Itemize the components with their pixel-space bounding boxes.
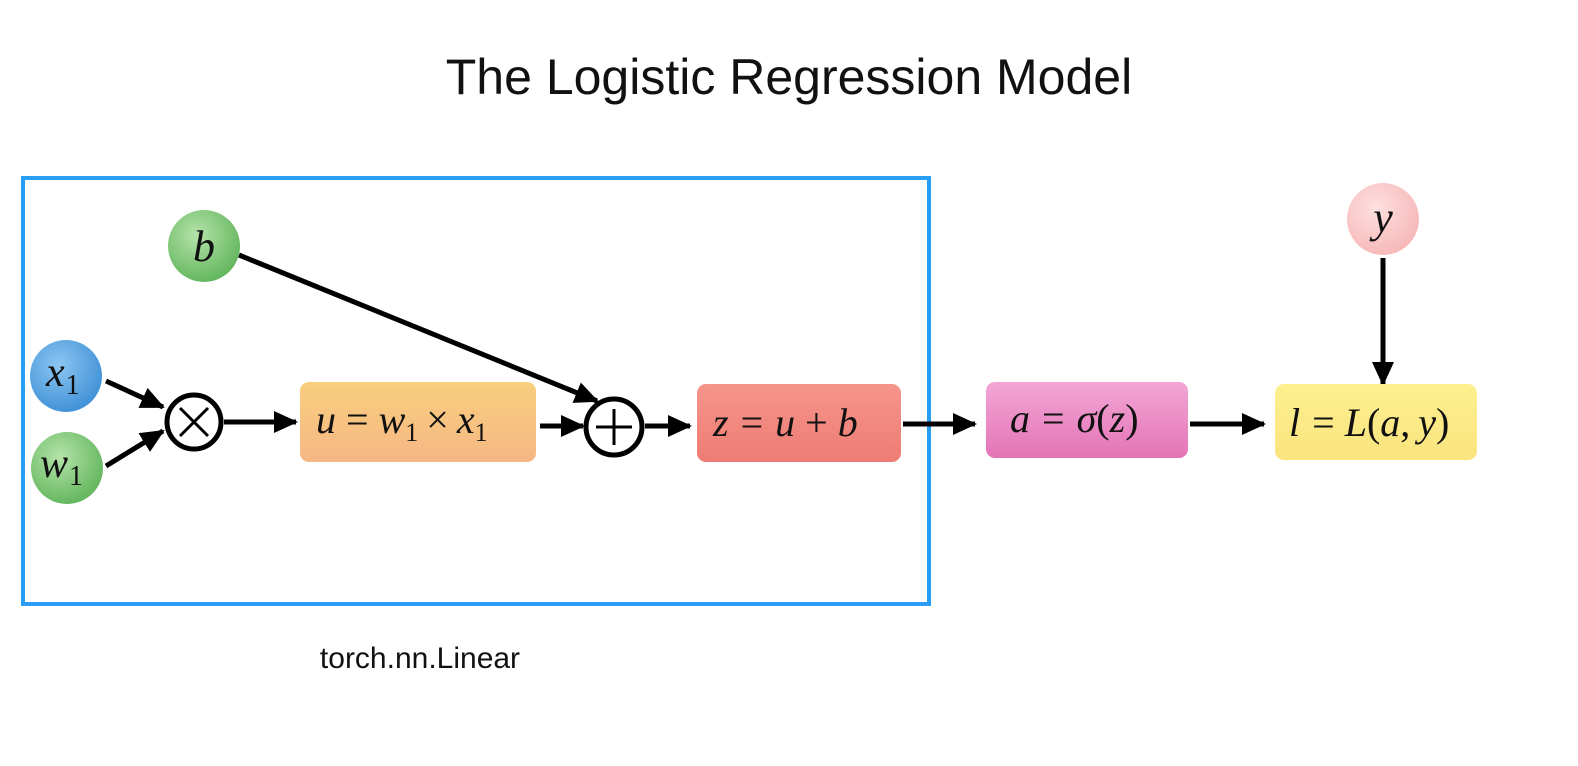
svg-text:u=w1×x1: u = w1 × x1 [316,397,488,447]
input-x1: x1 [30,340,102,412]
node-l: l = L(a, y) [1275,384,1477,460]
node-z: z = u + b [697,384,901,462]
node-a: a = σ(z) [986,382,1188,458]
svg-text:w1: w1 [40,441,83,492]
svg-text:y: y [1369,193,1393,242]
svg-text:b: b [193,222,215,271]
input-w1: w1 [31,432,103,504]
svg-text:x1: x1 [45,350,80,401]
svg-text:a=σ(z): a = σ(z) [1010,396,1139,441]
linear-module-box [21,176,931,606]
diagram-title: The Logistic Regression Model [445,49,1133,105]
svg-text:z=u+b: z = u + b [712,400,858,445]
edge-w1-multiply [104,428,165,469]
input-b: b [168,210,240,282]
node-u: u = w1 × x1 [300,382,536,462]
linear-module-caption: torch.nn.Linear [319,642,521,675]
edge-x1-multiply [104,378,165,410]
edge-b-add [238,252,599,404]
input-y: y [1347,183,1419,255]
svg-text:l=L(a,y): l = L(a, y) [1289,400,1449,445]
multiply-operator [164,392,224,452]
add-operator [583,396,645,458]
edges [104,252,1394,469]
